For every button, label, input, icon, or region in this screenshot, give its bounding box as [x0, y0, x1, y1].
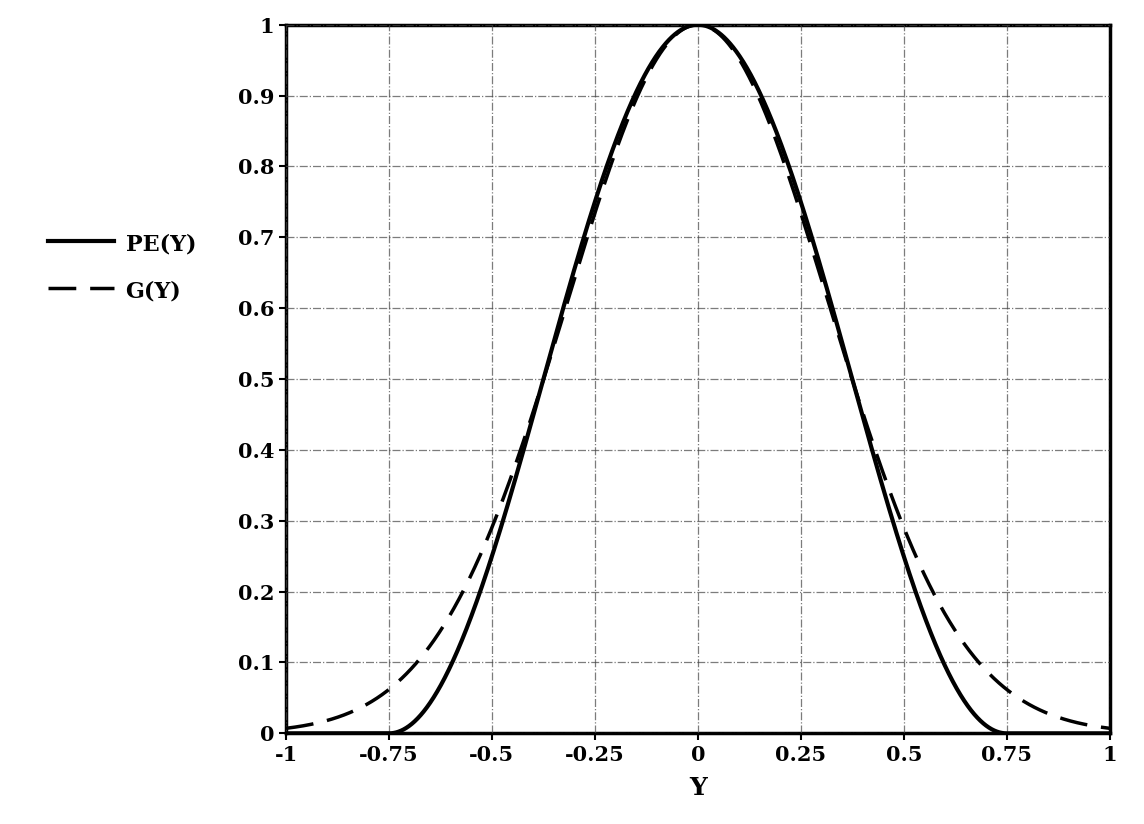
X-axis label: Y: Y: [689, 776, 707, 800]
Legend: PE(Y), G(Y): PE(Y), G(Y): [39, 223, 205, 311]
